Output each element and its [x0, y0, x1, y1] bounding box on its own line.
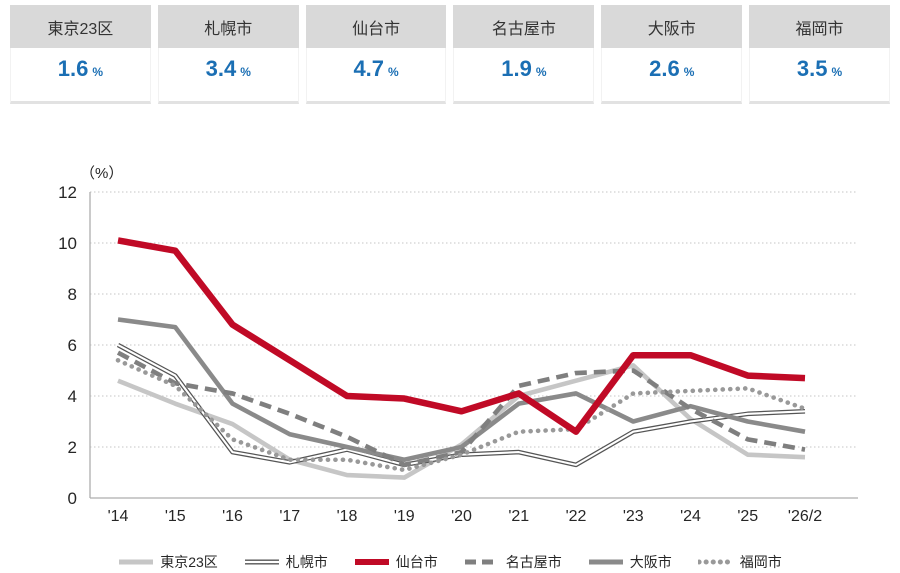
- y-tick-label: 8: [68, 285, 77, 304]
- city-name: 福岡市: [749, 5, 890, 48]
- x-tick-label: '16: [222, 508, 243, 525]
- summary-col-osaka: 大阪市 2.6%: [601, 5, 743, 104]
- city-name: 大阪市: [601, 5, 743, 48]
- x-tick-label: '19: [394, 508, 415, 525]
- value-number: 2.6: [649, 56, 680, 81]
- legend-label-sapporo: 札幌市: [285, 554, 328, 570]
- legend-line-sample-sendai: [354, 559, 389, 565]
- series-line-sendai: [117, 237, 806, 435]
- city-name: 仙台市: [305, 5, 447, 48]
- value-number: 1.9: [501, 56, 532, 81]
- x-tick-label: '25: [737, 508, 758, 525]
- y-tick-label: 2: [68, 438, 77, 457]
- percent-sign: %: [831, 65, 843, 79]
- x-tick-label: '21: [508, 508, 529, 525]
- vacancy-value: 2.6%: [601, 48, 743, 104]
- legend-label-osaka: 大阪市: [629, 554, 672, 570]
- legend-label-nagoya: 名古屋市: [505, 554, 562, 570]
- vacancy-value: 1.6%: [10, 48, 151, 104]
- vacancy-value: 1.9%: [453, 48, 595, 104]
- chart-area: 0 2 4 6 8 10 12 （%） '14 '15 '16 '17 '18 '19 '20 '21 '22 '…: [0, 104, 900, 550]
- series-line-fukuoka: [115, 357, 808, 473]
- percent-sign: %: [240, 65, 251, 79]
- value-number: 3.4: [205, 56, 237, 81]
- x-tick-label: '14: [108, 508, 129, 525]
- x-tick-label: '22: [566, 508, 587, 525]
- x-tick-label: '15: [165, 508, 186, 525]
- legend-item-tokyo23: 東京23区: [118, 552, 218, 572]
- legend-line-sample-tokyo23: [119, 559, 154, 565]
- legend-item-sapporo: 札幌市: [244, 552, 328, 572]
- value-number: 1.6: [57, 56, 89, 81]
- percent-sign: %: [535, 65, 547, 79]
- legend-label-fukuoka: 福岡市: [739, 554, 782, 570]
- y-tick-label: 0: [68, 489, 77, 508]
- y-tick-label: 12: [58, 183, 77, 202]
- summary-col-nagoya: 名古屋市 1.9%: [453, 5, 595, 104]
- series-line-nagoya: [116, 350, 806, 468]
- summary-col-sendai: 仙台市 4.7%: [305, 5, 447, 104]
- legend-item-nagoya: 名古屋市: [464, 552, 562, 572]
- y-tick-label: 10: [58, 234, 77, 253]
- x-tick-label: '23: [623, 508, 644, 525]
- value-number: 4.7: [353, 56, 385, 81]
- x-tick-label: '18: [337, 508, 358, 525]
- legend-line-sample-sapporo: [244, 559, 279, 565]
- city-name: 東京23区: [10, 5, 151, 48]
- legend-item-osaka: 大阪市: [588, 552, 672, 572]
- city-summary-table: 東京23区 1.6% 札幌市 3.4% 仙台市 4.7% 名古屋市 1.9% 大…: [0, 0, 900, 104]
- x-tick-label: '26/2: [788, 508, 822, 525]
- x-tick-label: '17: [279, 508, 300, 525]
- x-tick-label: '24: [680, 508, 701, 525]
- vacancy-value: 3.5%: [749, 48, 890, 104]
- vacancy-rate-line-chart: 0 2 4 6 8 10 12（%） '14 '15 '16 '17 '18 '19 '20 '21 '22 '…: [58, 165, 858, 525]
- legend-line-sample-osaka: [588, 559, 623, 565]
- y-tick-label: 6: [68, 336, 77, 355]
- summary-col-fukuoka: 福岡市 3.5%: [749, 5, 890, 104]
- percent-sign: %: [683, 65, 695, 79]
- y-axis-unit-label: （%）: [80, 165, 123, 182]
- vacancy-value: 3.4%: [157, 48, 299, 104]
- city-name: 名古屋市: [453, 5, 595, 48]
- legend-item-sendai: 仙台市: [354, 552, 438, 572]
- vacancy-value: 4.7%: [305, 48, 447, 104]
- x-tick-label: '20: [451, 508, 472, 525]
- percent-sign: %: [92, 65, 104, 79]
- chart-legend: 東京23区 札幌市 仙台市 名古屋市 大阪市 福岡市: [0, 552, 900, 572]
- summary-col-tokyo23: 東京23区 1.6%: [10, 5, 151, 104]
- legend-label-sendai: 仙台市: [395, 554, 438, 570]
- y-tick-label: 4: [68, 387, 77, 406]
- legend-line-sample-nagoya: [464, 559, 499, 565]
- legend-label-tokyo23: 東京23区: [160, 554, 218, 570]
- legend-item-fukuoka: 福岡市: [697, 552, 782, 572]
- city-name: 札幌市: [157, 5, 299, 48]
- value-number: 3.5: [796, 56, 828, 81]
- legend-line-sample-fukuoka: [697, 559, 734, 565]
- summary-col-sapporo: 札幌市 3.4%: [157, 5, 299, 104]
- percent-sign: %: [388, 65, 399, 79]
